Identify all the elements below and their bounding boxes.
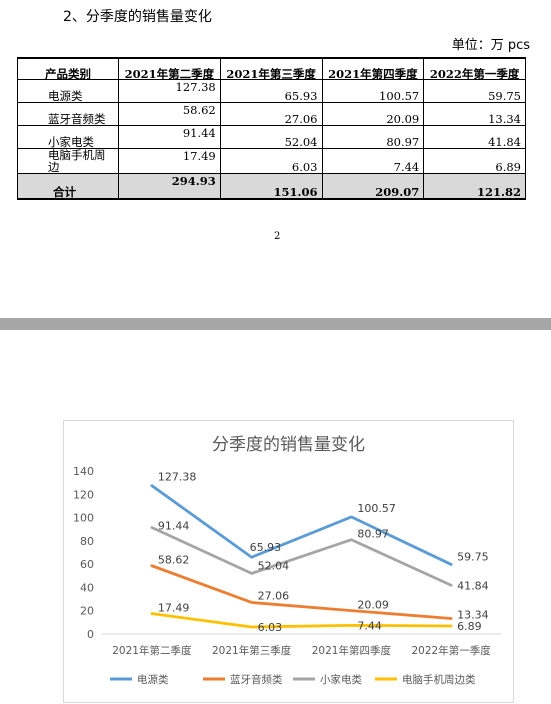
table-cell: 20.09 <box>321 102 425 126</box>
data-label: 59.75 <box>457 550 489 563</box>
data-label: 20.09 <box>357 599 389 612</box>
data-label: 6.89 <box>457 620 482 633</box>
table-cell: 17.49 <box>118 148 221 174</box>
column-header: 2021年第三季度 <box>219 57 323 80</box>
y-tick-label: 0 <box>87 628 94 641</box>
y-tick-label: 120 <box>73 488 94 501</box>
data-label: 41.84 <box>457 579 489 592</box>
data-label: 100.57 <box>357 502 396 515</box>
column-header: 2021年第四季度 <box>321 57 425 80</box>
unit-label: 单位：万 pcs <box>451 38 530 53</box>
sales-table: 产品类别 2021年第二季度 2021年第三季度 2021年第四季度 2022年… <box>17 57 526 200</box>
table-row: 小家电类 91.44 52.04 80.97 41.84 <box>17 125 526 149</box>
legend-label: 电脑手机周边类 <box>402 673 476 686</box>
series-line <box>150 484 453 566</box>
table-row: 蓝牙音频类 58.62 27.06 20.09 13.34 <box>17 102 526 126</box>
table-cell: 13.34 <box>423 102 526 126</box>
x-tick-label: 2021年第四季度 <box>312 644 392 657</box>
data-label: 127.38 <box>158 471 197 484</box>
table-cell: 27.06 <box>219 102 323 126</box>
page-gap <box>0 318 551 330</box>
table-cell: 65.93 <box>219 79 323 103</box>
x-tick-label: 2022年第一季度 <box>412 644 492 657</box>
y-tick-label: 40 <box>80 581 94 594</box>
data-label: 27.06 <box>258 589 290 602</box>
data-label: 6.03 <box>258 621 283 634</box>
y-tick-label: 80 <box>80 535 94 548</box>
table-cell: 100.57 <box>321 79 425 103</box>
table-cell: 6.89 <box>423 148 526 174</box>
document-page: 2、分季度的销售量变化 单位：万 pcs 产品类别 2021年第二季度 2021… <box>0 0 551 318</box>
table-cell: 59.75 <box>423 79 526 103</box>
line-chart: 分季度的销售量变化 140 120 100 80 60 40 20 0 2021年第二季度 2021… <box>73 435 501 686</box>
table-header-row: 产品类别 2021年第二季度 2021年第三季度 2021年第四季度 2022年… <box>17 57 526 80</box>
table-cell: 7.44 <box>321 148 425 174</box>
legend-label: 小家电类 <box>320 673 362 686</box>
column-header: 产品类别 <box>17 57 119 80</box>
data-label: 13.34 <box>457 608 489 621</box>
section-heading: 2、分季度的销售量变化 <box>63 9 212 25</box>
total-label: 合计 <box>17 173 119 200</box>
page-number: 2 <box>274 231 281 242</box>
data-label: 58.62 <box>158 554 190 567</box>
data-label: 65.93 <box>250 541 282 554</box>
y-tick-label: 20 <box>80 605 94 618</box>
table-cell: 80.97 <box>321 125 425 149</box>
row-label: 电源类 <box>17 79 119 103</box>
row-label: 蓝牙音频类 <box>17 102 119 126</box>
table-cell: 41.84 <box>423 125 526 149</box>
y-tick-label: 60 <box>80 558 94 571</box>
chart-title: 分季度的销售量变化 <box>212 435 365 455</box>
table-row: 电源类 127.38 65.93 100.57 59.75 <box>17 79 526 103</box>
data-label: 17.49 <box>158 602 190 615</box>
data-label: 91.44 <box>158 520 190 533</box>
x-tick-label: 2021年第二季度 <box>112 644 192 657</box>
table-row: 电脑手机周边 17.49 6.03 7.44 6.89 <box>17 148 526 174</box>
series-line <box>150 526 453 587</box>
series-line <box>150 564 453 620</box>
total-cell: 209.07 <box>321 173 425 200</box>
y-tick-label: 100 <box>73 512 94 525</box>
series-line <box>150 612 453 629</box>
row-label: 电脑手机周边 <box>17 148 119 174</box>
row-label: 小家电类 <box>17 125 119 149</box>
chart-container: 分季度的销售量变化 140 120 100 80 60 40 20 0 2021年第二季度 2021… <box>63 420 514 703</box>
table-cell: 127.38 <box>118 79 221 103</box>
table-cell: 58.62 <box>118 102 221 126</box>
table-cell: 52.04 <box>219 125 323 149</box>
total-cell: 121.82 <box>423 173 526 200</box>
table-cell: 91.44 <box>118 125 221 149</box>
total-cell: 151.06 <box>219 173 323 200</box>
y-tick-label: 140 <box>73 465 94 478</box>
total-row: 合计 294.93 151.06 209.07 121.82 <box>17 173 526 200</box>
column-header: 2022年第一季度 <box>423 57 526 80</box>
legend-label: 电源类 <box>137 673 169 686</box>
total-cell: 294.93 <box>118 173 221 200</box>
data-label: 52.04 <box>258 559 290 572</box>
x-tick-label: 2021年第三季度 <box>212 644 292 657</box>
data-label: 80.97 <box>357 528 389 541</box>
legend-label: 蓝牙音频类 <box>230 673 283 686</box>
table-cell: 6.03 <box>219 148 323 174</box>
data-label: 7.44 <box>357 619 382 632</box>
column-header: 2021年第二季度 <box>118 57 221 80</box>
